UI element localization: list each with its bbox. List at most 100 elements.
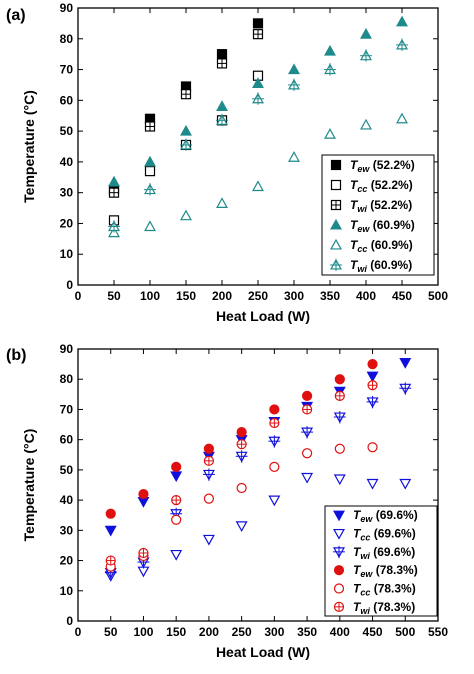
y-tick-label: 40 (60, 493, 74, 507)
data-point (288, 78, 300, 91)
x-tick-label: 200 (212, 289, 232, 303)
data-point (399, 478, 412, 490)
x-tick-label: 0 (75, 289, 82, 303)
legend-box (321, 154, 435, 276)
x-tick-label: 400 (330, 625, 350, 639)
data-point (235, 450, 248, 463)
data-point (144, 121, 156, 132)
data-point (366, 478, 379, 490)
y-tick-label: 30 (60, 523, 74, 537)
y-tick-label: 70 (60, 63, 74, 77)
data-point (216, 100, 228, 112)
data-point (269, 404, 280, 415)
data-point (334, 374, 345, 385)
data-point (170, 471, 183, 483)
data-point (170, 549, 183, 561)
y-tick-label: 90 (60, 342, 74, 356)
data-point (301, 472, 314, 484)
data-point (180, 124, 192, 136)
data-point (324, 63, 336, 76)
legend-box (324, 505, 438, 617)
legend-marker (330, 159, 342, 171)
y-tick-label: 90 (60, 1, 74, 15)
data-point (235, 521, 248, 532)
data-point (203, 493, 215, 504)
legend-entry-label: Twi (69.6%) (353, 545, 415, 561)
data-point (268, 495, 281, 507)
series-twi-5 (105, 380, 378, 566)
x-tick-label: 150 (176, 289, 196, 303)
data-point (301, 404, 313, 415)
legend-entry-label: Tcc (52.2%) (350, 178, 413, 194)
x-tick-label: 50 (104, 625, 118, 639)
x-tick-label: 0 (75, 625, 82, 639)
data-point (203, 455, 215, 466)
data-point (252, 77, 264, 88)
legend-entry-label: Twi (60.9%) (350, 258, 412, 274)
legend-marker (333, 510, 345, 522)
data-point (138, 547, 149, 559)
data-point (203, 443, 215, 454)
data-point (105, 555, 116, 566)
legend-entry-label: Tcc (69.6%) (353, 527, 416, 543)
series-tcc-4 (108, 112, 408, 238)
y-tick-label: 10 (60, 247, 74, 261)
data-point (202, 534, 215, 546)
legend-entry-label: Tcc (60.9%) (350, 238, 413, 254)
y-tick-label: 80 (60, 372, 74, 386)
data-point (180, 209, 192, 221)
data-point (334, 390, 345, 401)
legend-marker (333, 545, 345, 559)
legend-entry-label: Tew (78.3%) (353, 563, 418, 579)
data-point (236, 482, 247, 494)
y-tick-label: 60 (60, 93, 74, 107)
series-twi-2 (108, 29, 264, 198)
data-point (367, 359, 378, 370)
data-point (334, 443, 345, 454)
x-tick-label: 450 (363, 625, 383, 639)
x-tick-label: 300 (264, 625, 284, 639)
data-point (301, 426, 314, 439)
y-axis-title: Temperature (°C) (21, 90, 37, 203)
x-tick-label: 450 (392, 289, 412, 303)
data-point (171, 461, 182, 472)
legend-entry-label: Tew (69.6%) (353, 508, 418, 524)
data-point (399, 358, 412, 369)
data-point (324, 44, 336, 56)
legend-marker (330, 199, 342, 211)
x-axis-title: Heat Load (W) (216, 644, 310, 660)
legend: Tew (52.2%) Tcc (52.2%) Twi (52.2%) Tew (60… (321, 154, 435, 276)
y-tick-label: 30 (60, 186, 74, 200)
plot-frame (77, 348, 439, 622)
y-tick-label: 20 (60, 554, 74, 568)
data-point (144, 183, 156, 196)
data-point (396, 112, 408, 124)
chart-panel-b: 0 50 100 150 200 250 300 350 400 450 500 550 0 10 20 30… (6, 342, 448, 660)
data-point (216, 197, 228, 208)
x-tick-label: 350 (297, 625, 317, 639)
legend-marker (330, 258, 342, 271)
data-point (367, 442, 378, 453)
x-tick-label: 200 (199, 625, 219, 639)
legend-marker (330, 238, 342, 250)
data-point (396, 15, 408, 27)
data-point (252, 180, 264, 192)
data-point (202, 468, 215, 481)
y-tick-label: 60 (60, 433, 74, 447)
data-point (216, 58, 228, 69)
panel-label: (b) (6, 347, 26, 364)
data-point (301, 448, 313, 459)
data-point (216, 49, 228, 60)
data-point (252, 29, 264, 40)
y-axis-title: Temperature (°C) (21, 429, 37, 542)
data-point (396, 38, 408, 51)
data-point (268, 435, 281, 448)
panel-label: (a) (6, 7, 26, 24)
legend-marker (333, 565, 345, 576)
series-tew-3 (108, 15, 408, 187)
data-point (333, 474, 346, 486)
data-point (108, 187, 120, 198)
series-tcc-1 (104, 472, 412, 582)
data-point (180, 138, 192, 151)
legend-marker (333, 528, 345, 540)
